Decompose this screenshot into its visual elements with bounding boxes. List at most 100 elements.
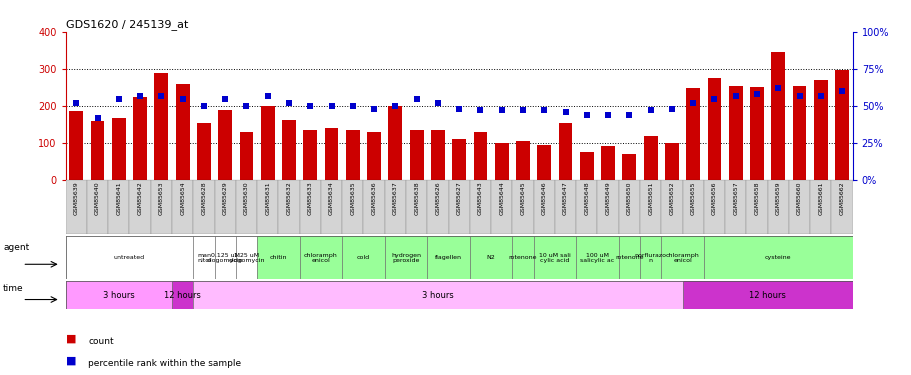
FancyBboxPatch shape [469,180,490,234]
Point [558,109,572,115]
Bar [643,136,657,180]
Bar [622,154,636,180]
FancyBboxPatch shape [66,281,172,309]
Point [749,91,763,97]
Text: N2: N2 [486,255,495,260]
FancyBboxPatch shape [87,180,108,234]
Bar [281,120,295,180]
Text: GSM85626: GSM85626 [435,182,440,215]
Text: 0.125 uM
ologomycin: 0.125 uM ologomycin [207,253,243,263]
Bar [367,132,381,180]
Point [197,103,211,109]
Text: GSM85645: GSM85645 [520,182,525,215]
Point [664,106,679,112]
FancyBboxPatch shape [703,236,852,279]
Bar [240,132,253,180]
FancyBboxPatch shape [300,236,342,279]
FancyBboxPatch shape [767,180,788,234]
Point [600,112,615,118]
Point [388,103,403,109]
FancyBboxPatch shape [66,180,87,234]
Bar [771,52,784,180]
Point [90,115,105,121]
Point [578,112,593,118]
Text: agent: agent [3,243,29,252]
Text: norflurazo
n: norflurazo n [634,253,666,263]
Point [261,93,275,99]
FancyBboxPatch shape [640,180,660,234]
Point [430,100,445,106]
FancyBboxPatch shape [108,180,129,234]
Bar [69,111,83,180]
Point [175,96,189,102]
Point [515,107,529,113]
Text: time: time [3,284,24,293]
Text: GSM85630: GSM85630 [244,182,249,215]
Text: chloramph
enicol: chloramph enicol [303,253,337,263]
Text: rotenone: rotenone [508,255,537,260]
FancyBboxPatch shape [384,180,405,234]
Text: ■: ■ [66,333,77,343]
Bar [218,110,232,180]
FancyBboxPatch shape [597,180,618,234]
FancyBboxPatch shape [448,180,469,234]
FancyBboxPatch shape [576,236,618,279]
FancyBboxPatch shape [172,180,193,234]
Bar [834,70,848,180]
Text: 10 uM sali
cylic acid: 10 uM sali cylic acid [538,253,570,263]
Text: 12 hours: 12 hours [164,291,201,300]
Text: man
nitol: man nitol [197,253,210,263]
Bar [813,80,827,180]
Text: GSM85642: GSM85642 [138,182,142,215]
FancyBboxPatch shape [342,236,384,279]
FancyBboxPatch shape [300,180,321,234]
Point [706,96,721,102]
Text: GSM85653: GSM85653 [159,182,164,215]
Text: cysteine: cysteine [764,255,791,260]
FancyBboxPatch shape [512,180,533,234]
Text: GSM85633: GSM85633 [307,182,312,215]
Point [834,88,848,94]
Text: count: count [88,337,114,346]
Point [537,107,551,113]
Text: GSM85654: GSM85654 [180,182,185,215]
FancyBboxPatch shape [640,236,660,279]
Point [366,106,381,112]
FancyBboxPatch shape [193,180,214,234]
Text: GSM85652: GSM85652 [669,182,673,215]
Point [494,107,508,113]
Text: 3 hours: 3 hours [103,291,135,300]
Text: rotenone: rotenone [614,255,643,260]
Text: GSM85627: GSM85627 [456,182,461,215]
Bar [516,141,529,180]
FancyBboxPatch shape [512,236,533,279]
Text: GDS1620 / 245139_at: GDS1620 / 245139_at [66,19,188,30]
Text: GSM85651: GSM85651 [648,182,652,215]
FancyBboxPatch shape [384,236,427,279]
Text: GSM85649: GSM85649 [605,182,610,215]
Bar [749,87,763,180]
Bar [345,130,359,180]
Text: GSM85658: GSM85658 [753,182,759,215]
FancyBboxPatch shape [129,180,150,234]
FancyBboxPatch shape [257,180,278,234]
Bar [112,118,126,180]
Bar [303,130,317,180]
FancyBboxPatch shape [193,281,681,309]
Point [685,100,700,106]
Text: GSM85661: GSM85661 [817,182,823,215]
Point [302,103,317,109]
Bar [90,122,105,180]
Text: hydrogen
peroxide: hydrogen peroxide [391,253,421,263]
FancyBboxPatch shape [745,180,767,234]
Bar [664,143,678,180]
Bar [431,130,445,180]
Text: chloramph
enicol: chloramph enicol [665,253,699,263]
Bar [558,123,572,180]
Point [133,93,148,99]
FancyBboxPatch shape [342,180,363,234]
Text: GSM85640: GSM85640 [95,182,100,215]
Point [111,96,126,102]
Text: GSM85641: GSM85641 [117,182,121,215]
FancyBboxPatch shape [321,180,342,234]
